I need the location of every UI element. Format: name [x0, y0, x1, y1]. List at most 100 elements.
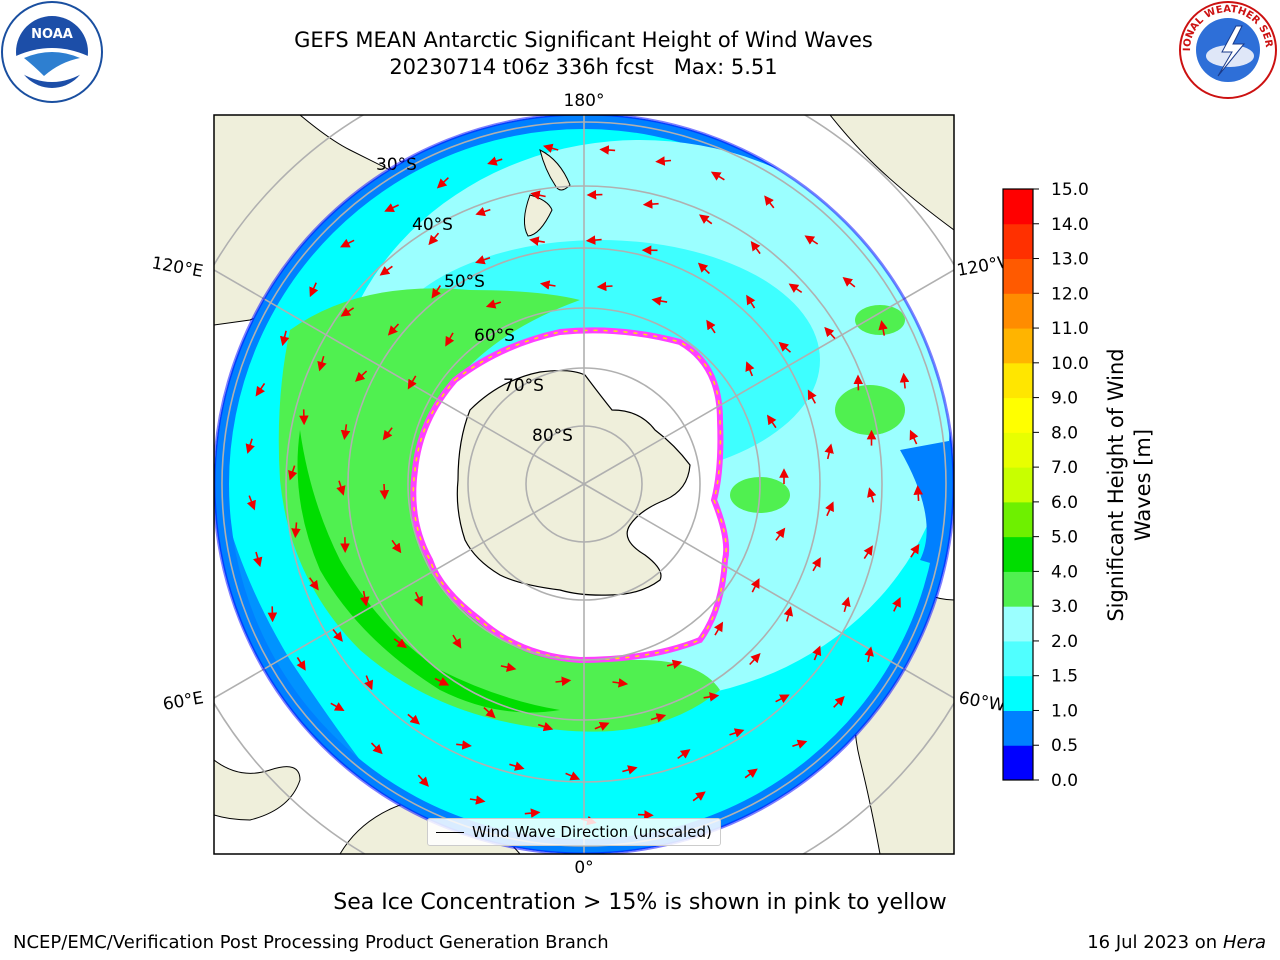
wave-direction-arrow	[393, 638, 407, 649]
wave-direction-arrow	[354, 370, 368, 382]
colorbar-tick-label: 14.0	[1051, 215, 1089, 235]
wave-direction-arrow	[744, 768, 758, 779]
wave-direction-arrow	[729, 728, 745, 738]
colorbar-segment	[1003, 432, 1033, 468]
colorbar-label-line1: Significant Height of Wind	[1104, 348, 1128, 621]
wave-direction-arrow	[612, 678, 629, 688]
wave-direction-arrow	[434, 676, 450, 686]
map-frame	[213, 114, 955, 855]
wave-direction-arrow	[746, 294, 756, 309]
lat-label-80s: 80°S	[532, 426, 573, 446]
wind-wave-arrows	[245, 143, 923, 826]
colorbar-tick-label: 9.0	[1051, 389, 1078, 409]
meridian-lines	[214, 115, 954, 854]
wave-direction-arrow	[428, 232, 440, 246]
wave-direction-arrow	[288, 465, 298, 481]
wave-direction-arrow	[431, 285, 442, 299]
colorbar	[1003, 189, 1033, 781]
wave-direction-arrow	[485, 299, 502, 309]
colorbar-tick-label: 1.5	[1051, 667, 1078, 687]
wave-direction-arrow	[788, 283, 803, 294]
colorbar-segment	[1003, 640, 1033, 677]
colorbar-segment	[1003, 710, 1033, 746]
antarctica-land	[456, 369, 691, 596]
wave-direction-arrow	[542, 143, 559, 153]
wave-direction-arrow	[330, 702, 345, 712]
wave-direction-arrow	[783, 606, 794, 622]
colorbar-segment	[1003, 258, 1033, 294]
wave-direction-arrow	[766, 414, 777, 429]
wave-direction-arrow	[642, 199, 659, 209]
colorbar-segment	[1003, 501, 1033, 538]
wave-direction-arrow	[483, 707, 496, 719]
wave-direction-arrow	[291, 522, 301, 539]
wave-direction-arrow	[379, 483, 390, 500]
wave-direction-arrow	[863, 545, 873, 560]
wave-direction-arrow	[594, 721, 610, 731]
wave-direction-arrow	[370, 742, 383, 755]
wave-direction-arrow	[710, 171, 725, 181]
wave-direction-arrow	[750, 240, 761, 255]
wave-direction-arrow	[637, 810, 654, 820]
wave-direction-arrow	[246, 495, 256, 511]
lon-label-0: 0°	[574, 858, 593, 878]
legend-line-icon	[436, 832, 464, 833]
wave-direction-arrow	[565, 771, 581, 781]
colorbar-tick-label: 13.0	[1051, 250, 1089, 270]
wave-direction-arrow	[825, 501, 834, 517]
colorbar-segment	[1003, 536, 1033, 572]
wave-direction-arrow	[253, 551, 263, 568]
lat-label-60s: 60°S	[474, 326, 515, 346]
wave-direction-arrow	[379, 265, 393, 276]
colorbar-tick-label: 12.0	[1051, 284, 1089, 304]
wave-direction-arrow	[245, 438, 255, 454]
wave-direction-arrow	[892, 597, 901, 612]
wave-direction-arrow	[804, 235, 819, 245]
wave-direction-arrow	[745, 361, 755, 377]
wave-direction-arrow	[537, 721, 554, 732]
colorbar-segment	[1003, 223, 1033, 260]
wave-direction-arrow	[279, 330, 290, 347]
wave-direction-arrow	[332, 629, 343, 642]
wave-direction-arrow	[749, 653, 761, 666]
colorbar-label-line2: Waves [m]	[1131, 429, 1155, 541]
wave-direction-arrow	[387, 323, 400, 336]
wave-direction-arrow	[864, 646, 874, 663]
wave-direction-arrow	[456, 740, 472, 750]
wave-direction-arrow	[651, 296, 668, 306]
wave-direction-arrow	[384, 203, 399, 212]
sea-ice-note: Sea Ice Concentration > 15% is shown in …	[333, 890, 947, 915]
lat-label-70s: 70°S	[503, 376, 544, 396]
wave-direction-arrow	[585, 235, 602, 245]
wave-direction-arrow	[296, 656, 306, 671]
wave-direction-arrow	[596, 281, 613, 292]
colorbar-segment	[1003, 328, 1033, 364]
wave-direction-arrow	[336, 480, 346, 496]
wave-direction-arrow	[436, 177, 449, 189]
map-panel: 30°S 40°S 50°S 60°S 70°S 80°S	[214, 115, 954, 854]
footer-credit: NCEP/EMC/Verification Post Processing Pr…	[13, 932, 609, 953]
wave-direction-arrow	[417, 774, 429, 787]
colorbar-segment	[1003, 397, 1033, 433]
wave-direction-arrow	[487, 156, 503, 166]
wave-direction-arrow	[452, 634, 462, 649]
wave-direction-arrow	[714, 621, 724, 636]
chart-subtitle: 20230714 t06z 336h fcst Max: 5.51	[389, 55, 778, 79]
wave-direction-arrow	[807, 389, 817, 404]
wave-direction-arrow	[792, 739, 808, 749]
colorbar-tick-label: 10.0	[1051, 354, 1089, 374]
wave-direction-arrow	[811, 557, 821, 572]
wave-direction-arrow	[666, 659, 683, 669]
wave-direction-arrow	[382, 427, 393, 441]
wave-direction-arrow	[364, 675, 374, 691]
wave-direction-arrow	[778, 341, 792, 353]
chart-title: GEFS MEAN Antarctic Significant Height o…	[294, 28, 873, 52]
wave-direction-arrow	[340, 307, 355, 317]
wave-direction-arrow	[309, 282, 319, 298]
wave-direction-arrow	[655, 156, 672, 166]
colorbar-tick-label: 0.5	[1051, 736, 1078, 756]
colorbar-segment	[1003, 606, 1033, 642]
wave-direction-arrow	[500, 662, 517, 672]
map-legend: Wind Wave Direction (unscaled)	[427, 818, 721, 846]
